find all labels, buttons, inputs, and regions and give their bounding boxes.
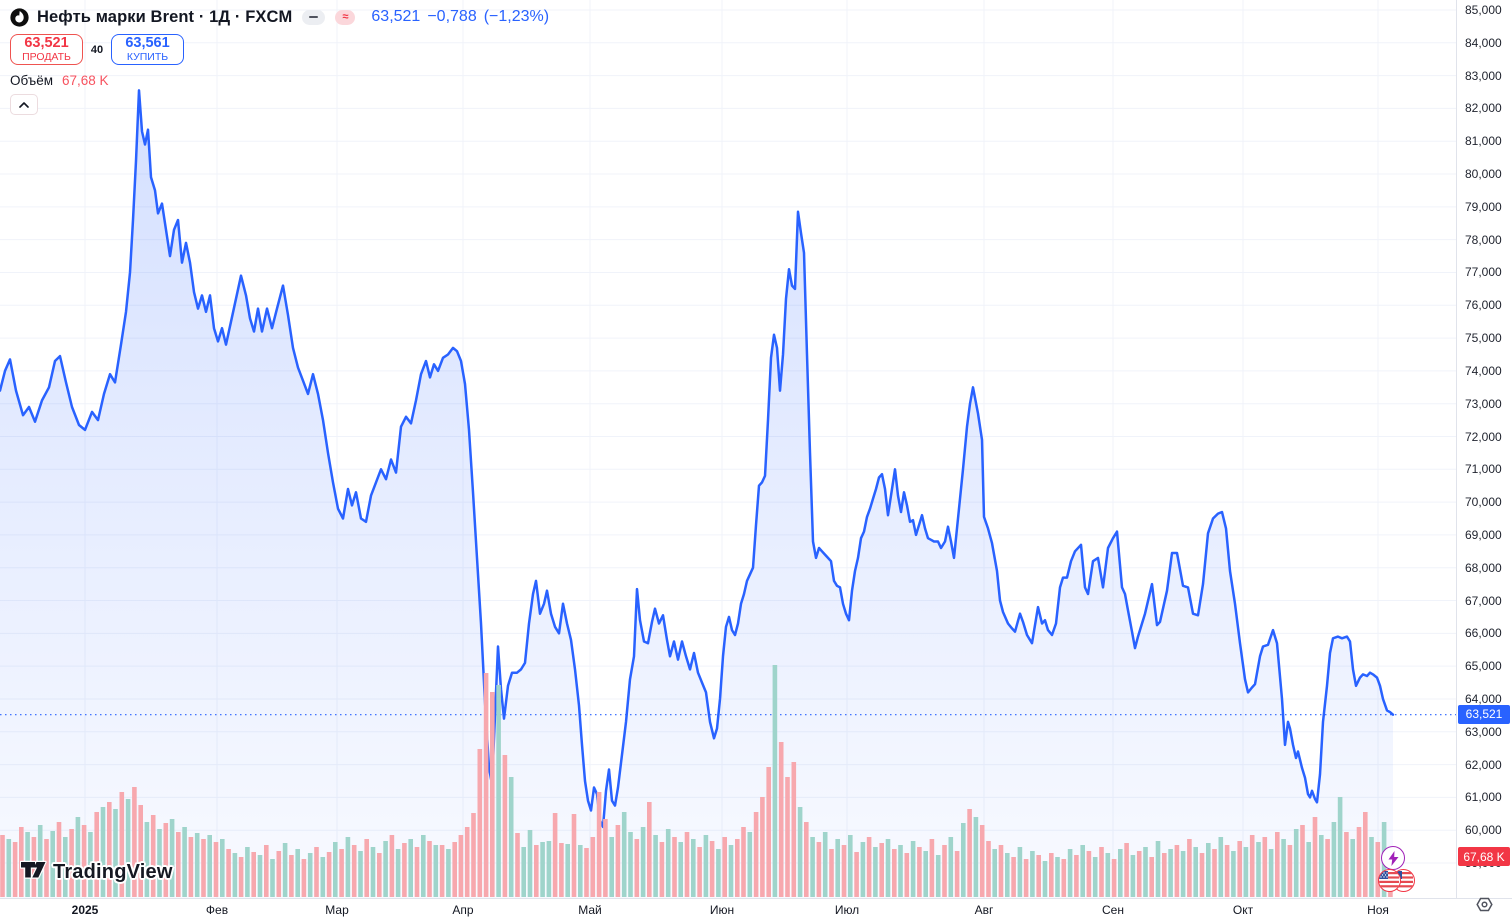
price-tick-label: 68,000 [1465, 560, 1502, 575]
time-tick-label: Июн [709, 903, 735, 917]
price-tick-label: 82,000 [1465, 101, 1502, 116]
delayed-data-chip[interactable]: ≈ [335, 9, 356, 25]
price-tick-label: 84,000 [1465, 35, 1502, 50]
price-tick-label: 69,000 [1465, 527, 1502, 542]
chevron-up-icon [19, 101, 29, 108]
time-axis[interactable]: 2025 Фев Мар Апр Май Июн Июл Авг Сен Окт Ноя [0, 899, 1512, 923]
time-tick-label: Апр [452, 903, 474, 917]
time-tick-label: Сен [1102, 903, 1124, 917]
time-tick-label: Фев [205, 903, 229, 917]
tradingview-logo[interactable]: TradingView [20, 860, 173, 884]
price-tick-label: 78,000 [1465, 232, 1502, 247]
minimized-legend-chip[interactable] [302, 9, 326, 25]
price-tick-label: 76,000 [1465, 298, 1502, 313]
sell-button[interactable]: 63,521 ПРОДАТЬ [10, 34, 83, 65]
price-tick-label: 62,000 [1465, 757, 1502, 772]
symbol-legend: Нефть марки Brent · 1Д · FXCM ≈ 63,521 −… [10, 6, 549, 115]
price-tick-label: 85,000 [1465, 3, 1502, 17]
price-tick-label: 63,000 [1465, 724, 1502, 739]
volume-axis-badge: 67,68 K [1458, 847, 1510, 866]
time-tick-label: Авг [974, 903, 994, 917]
price-tick-label: 71,000 [1465, 462, 1502, 477]
price-tick-label: 75,000 [1465, 331, 1502, 346]
time-tick-label: Мар [325, 903, 349, 917]
last-price: 63,521 [371, 8, 421, 25]
price-tick-label: 66,000 [1465, 626, 1502, 641]
axis-settings-button[interactable] [1476, 897, 1493, 917]
symbol-title[interactable]: Нефть марки Brent · 1Д · FXCM [37, 7, 293, 26]
price-tick-label: 60,000 [1465, 823, 1502, 838]
volume-bars [0, 665, 1393, 897]
price-change: −0,788 [427, 8, 477, 25]
spread-value: 40 [90, 43, 104, 56]
collapse-legend-button[interactable] [10, 94, 38, 115]
lightning-icon [1388, 850, 1398, 866]
tradingview-mark-icon [20, 860, 47, 879]
price-tick-label: 70,000 [1465, 495, 1502, 510]
price-tick-label: 77,000 [1465, 265, 1502, 280]
sell-price: 63,521 [24, 35, 69, 52]
volume-indicator-label[interactable]: Объём [10, 73, 54, 88]
price-tick-label: 72,000 [1465, 429, 1502, 444]
buy-price: 63,561 [125, 35, 170, 52]
price-tick-label: 80,000 [1465, 167, 1502, 182]
sell-label: ПРОДАТЬ [22, 50, 71, 63]
time-tick-label: Окт [1232, 903, 1254, 917]
spark-button[interactable] [1381, 846, 1405, 870]
price-tick-label: 79,000 [1465, 199, 1502, 214]
us-flag-icon [1378, 869, 1401, 892]
economic-events-flags[interactable] [1378, 869, 1422, 893]
price-tick-label: 64,000 [1465, 691, 1502, 706]
time-tick-label: 2025 [71, 903, 99, 917]
price-tick-label: 83,000 [1465, 68, 1502, 83]
price-tick-label: 74,000 [1465, 363, 1502, 378]
time-tick-label: Май [578, 903, 602, 917]
buy-label: КУПИТЬ [126, 50, 169, 63]
price-series [0, 89, 1456, 898]
price-change-percent: (−1,23%) [483, 8, 550, 25]
price-axis[interactable]: 85,000 84,000 83,000 82,000 81,000 80,000 79,0… [1457, 0, 1512, 898]
tradingview-wordmark: TradingView [53, 860, 173, 883]
buy-button[interactable]: 63,561 КУПИТЬ [111, 34, 184, 65]
time-tick-label: Июл [834, 903, 860, 917]
price-tick-label: 73,000 [1465, 396, 1502, 411]
hexagon-nut-icon [1476, 897, 1493, 912]
price-tick-label: 81,000 [1465, 134, 1502, 149]
price-tick-label: 61,000 [1465, 790, 1502, 805]
dash-icon [309, 15, 319, 19]
brent-oil-icon [10, 7, 29, 27]
price-tick-label: 67,000 [1465, 593, 1502, 608]
volume-indicator-value: 67,68 K [62, 73, 109, 88]
price-tick-label: 65,000 [1465, 659, 1502, 674]
time-tick-label: Ноя [1367, 903, 1389, 917]
last-price-axis-badge: 63,521 [1458, 704, 1510, 724]
